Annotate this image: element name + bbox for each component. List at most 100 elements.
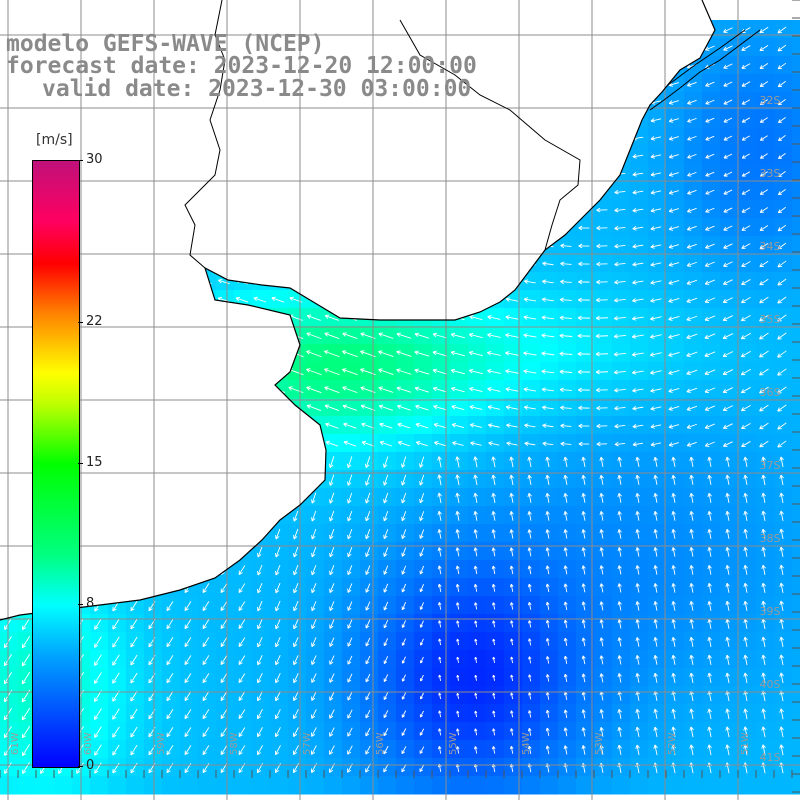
wind-cell: [306, 668, 325, 687]
wind-cell: [576, 758, 595, 777]
wind-arrow: [759, 242, 769, 250]
wind-cell: [576, 650, 595, 669]
wind-cell: [612, 290, 631, 309]
wind-cell: [612, 632, 631, 651]
wind-cell: [450, 668, 469, 687]
wind-arrow: [705, 225, 715, 231]
wind-cell: [684, 488, 703, 507]
wind-cell: [486, 668, 505, 687]
wind-arrow: [723, 117, 733, 123]
wind-cell: [216, 686, 235, 705]
wind-cell: [234, 704, 253, 723]
wind-cell: [342, 380, 361, 399]
wind-cell: [522, 722, 541, 741]
wind-cell: [414, 524, 433, 543]
wind-arrow: [614, 243, 626, 249]
wind-cell: [702, 560, 721, 579]
wind-cell: [576, 506, 595, 525]
wind-cell: [108, 758, 127, 777]
wind-arrow: [686, 279, 698, 285]
wind-cell: [324, 380, 343, 399]
wind-arrow: [596, 279, 608, 285]
wind-cell: [414, 344, 433, 363]
wind-cell: [342, 632, 361, 651]
wind-cell: [576, 326, 595, 345]
wind-cell: [774, 560, 793, 579]
wind-cell: [630, 470, 649, 489]
wind-arrow: [650, 208, 662, 213]
wind-cell: [738, 452, 757, 471]
wind-cell: [396, 740, 415, 759]
wind-cell: [504, 686, 523, 705]
wind-cell: [792, 578, 800, 597]
wind-cell: [558, 272, 577, 291]
wind-cell: [594, 218, 613, 237]
wind-cell: [792, 434, 800, 453]
wind-cell: [486, 362, 505, 381]
wind-cell: [666, 470, 685, 489]
wind-cell: [648, 614, 667, 633]
wind-cell: [612, 758, 631, 777]
wind-cell: [756, 722, 775, 741]
wind-cell: [288, 650, 307, 669]
wind-arrow: [723, 63, 733, 69]
wind-cell: [360, 758, 379, 777]
wind-cell: [252, 686, 271, 705]
wind-cell: [360, 722, 379, 741]
wind-arrow: [723, 99, 733, 105]
wind-cell: [756, 560, 775, 579]
wind-cell: [702, 668, 721, 687]
wind-arrow: [777, 278, 787, 286]
wind-cell: [288, 668, 307, 687]
wind-cell: [432, 686, 451, 705]
wind-cell: [504, 488, 523, 507]
wind-cell: [0, 650, 19, 669]
wind-cell: [360, 650, 379, 669]
wind-arrow: [723, 243, 733, 249]
wind-cell: [342, 614, 361, 633]
wind-cell: [594, 236, 613, 255]
wind-cell: [108, 614, 127, 633]
wind-cell: [738, 650, 757, 669]
wind-cell: [486, 434, 505, 453]
wind-cell: [360, 488, 379, 507]
lon-label: 51W: [740, 732, 751, 755]
lon-label: 52W: [667, 732, 678, 755]
wind-cell: [90, 776, 109, 795]
lon-label: 58W: [229, 732, 240, 755]
wind-arrow: [578, 261, 590, 267]
wind-cell: [756, 758, 775, 777]
wind-cell: [648, 164, 667, 183]
wind-cell: [324, 344, 343, 363]
wind-cell: [396, 650, 415, 669]
wind-cell: [360, 668, 379, 687]
wind-cell: [612, 470, 631, 489]
wind-arrow: [759, 278, 769, 286]
wind-cell: [324, 650, 343, 669]
wind-cell: [306, 326, 325, 345]
wind-cell: [288, 560, 307, 579]
wind-cell: [288, 704, 307, 723]
wind-cell: [540, 470, 559, 489]
lon-label: 60W: [83, 732, 94, 755]
wind-cell: [576, 344, 595, 363]
wind-cell: [504, 596, 523, 615]
wind-cell: [432, 668, 451, 687]
wind-cell: [288, 542, 307, 561]
wind-arrow: [218, 278, 230, 285]
wind-cell: [594, 614, 613, 633]
wind-arrow: [650, 118, 662, 123]
wind-cell: [342, 488, 361, 507]
wind-cell: [792, 740, 800, 759]
wind-cell: [342, 668, 361, 687]
wind-arrow: [723, 261, 733, 267]
wind-cell: [468, 578, 487, 597]
wind-cell: [432, 452, 451, 471]
wind-cell: [540, 524, 559, 543]
wind-cell: [252, 560, 271, 579]
wind-cell: [324, 560, 343, 579]
wind-arrow: [723, 45, 733, 51]
wind-cell: [504, 326, 523, 345]
wind-cell: [648, 218, 667, 237]
wind-cell: [414, 434, 433, 453]
